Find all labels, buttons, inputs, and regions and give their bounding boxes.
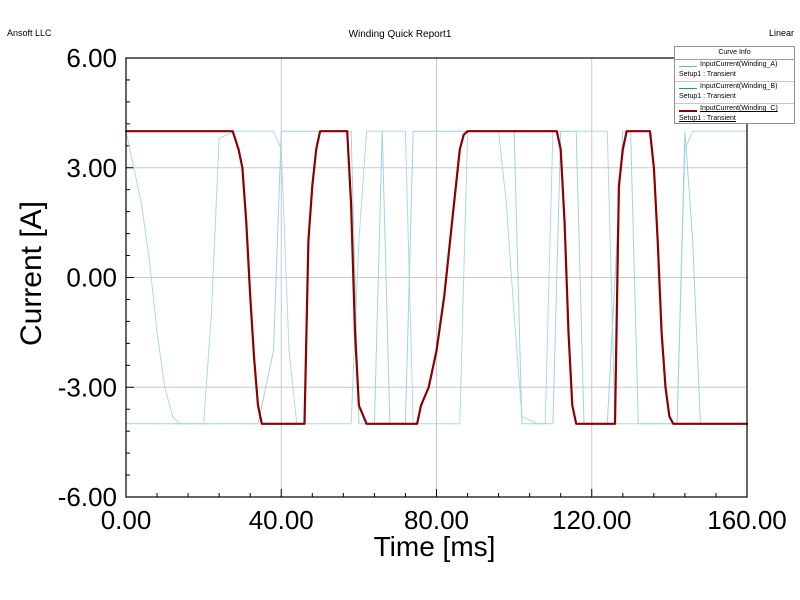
- legend-swatch-winding-b: [679, 88, 697, 89]
- legend-sub: Setup1 : Transient: [679, 93, 736, 100]
- legend-name: InputCurrent(Winding_A): [700, 61, 778, 68]
- scale-label: Linear: [768, 28, 794, 38]
- legend-sub: Setup1 : Transient: [679, 115, 736, 122]
- x-tick-label: 0.00: [101, 505, 152, 535]
- y-tick-label: 3.00: [66, 153, 117, 183]
- report-title: Winding Quick Report1: [348, 29, 452, 40]
- legend-sub: Setup1 : Transient: [679, 71, 736, 78]
- legend-entry-winding-b[interactable]: InputCurrent(Winding_B) Setup1 : Transie…: [675, 82, 794, 104]
- company-label: Ansoft LLC: [7, 28, 52, 38]
- legend-entry-winding-c[interactable]: InputCurrent(Winding_C) Setup1 : Transie…: [675, 104, 794, 125]
- legend-swatch-winding-a: [679, 66, 697, 67]
- x-tick-label: 80.00: [404, 505, 469, 535]
- y-axis-label: Current [A]: [15, 201, 48, 346]
- x-tick-label: 160.00: [707, 505, 787, 535]
- series-line-winding-a: [125, 130, 748, 425]
- legend-swatch-winding-c: [679, 110, 697, 112]
- y-tick-label: -3.00: [58, 372, 117, 402]
- y-tick-label: -6.00: [58, 482, 117, 512]
- series-layer: [124, 130, 749, 425]
- legend-name: InputCurrent(Winding_C): [700, 105, 778, 112]
- y-tick-label: 6.00: [66, 43, 117, 73]
- x-tick-label: 120.00: [552, 505, 632, 535]
- series-line-winding-c: [124, 130, 749, 425]
- x-axis-label: Time [ms]: [374, 531, 496, 562]
- plot-frame: [125, 57, 748, 498]
- series-line-winding-b: [125, 130, 748, 425]
- y-tick-label: 0.00: [66, 263, 117, 293]
- legend-entry-winding-a[interactable]: InputCurrent(Winding_A) Setup1 : Transie…: [675, 60, 794, 82]
- curve-info-legend[interactable]: Curve Info InputCurrent(Winding_A) Setup…: [674, 46, 795, 124]
- tick-labels: 0.00 40.00 80.00 120.00 160.00 -6.00 -3.00 0.00…: [58, 43, 787, 535]
- legend-name: InputCurrent(Winding_B): [700, 83, 778, 90]
- legend-title: Curve Info: [675, 47, 794, 60]
- x-tick-label: 40.00: [249, 505, 314, 535]
